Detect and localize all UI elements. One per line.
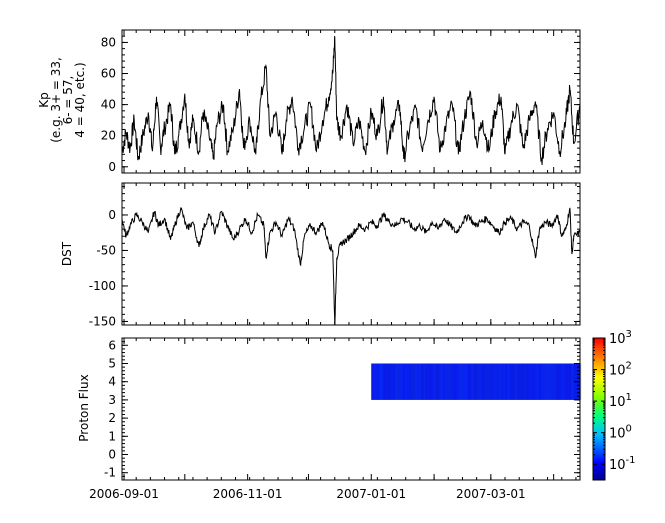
y-tick-label: -150 [89, 314, 116, 328]
kp-ylabel-line-2: (e.g. 3+ = 33, [49, 57, 63, 143]
y-tick-label: 5 [108, 356, 116, 370]
panel-frame [121, 29, 581, 174]
y-tick-label: -100 [89, 279, 116, 293]
proton-flux-panel: Proton Flux -1 0 1 2 3 4 5 6 2006-09-01 2006-11-… [77, 337, 582, 501]
colorbar: 10-1 100 101 102 103 [592, 329, 636, 481]
y-tick-label: 20 [101, 129, 116, 143]
y-tick-label: 1 [108, 429, 116, 443]
proton-flux-ylabel: Proton Flux [77, 374, 91, 441]
kp-ylabel-line-1: Kp [37, 92, 51, 108]
colorbar-tick-label: 10-1 [609, 455, 636, 473]
y-tick-label: -50 [96, 243, 116, 257]
x-tick-label: 2007-01-01 [336, 487, 406, 501]
dst-ylabel: DST [60, 241, 74, 266]
kp-ylabel: Kp (e.g. 3+ = 33, 6- = 57, 4 = 40, etc.) [37, 57, 87, 143]
y-tick-label: 0 [108, 208, 116, 222]
panel-frame [121, 337, 581, 481]
colorbar-tick-label: 103 [609, 329, 632, 347]
dst-series-line [121, 207, 581, 326]
y-tick-label: -1 [104, 466, 116, 480]
panel-frame [121, 182, 581, 326]
y-tick-label: 0 [108, 160, 116, 174]
colorbar-tick-label: 102 [609, 361, 632, 379]
x-tick-label: 2006-11-01 [213, 487, 283, 501]
x-tick-label: 2006-09-01 [89, 487, 159, 501]
colorbar-tick-label: 101 [609, 392, 632, 410]
y-tick-label: 40 [101, 98, 116, 112]
kp-ylabel-line-4: 4 = 40, etc.) [73, 62, 87, 137]
kp-ylabel-line-3: 6- = 57, [61, 76, 75, 125]
y-tick-label: 2 [108, 411, 116, 425]
proton-flux-heatmap-cells [371, 363, 580, 400]
kp-series-line [121, 36, 581, 165]
y-tick-label: 3 [108, 393, 116, 407]
dst-panel: DST -150 -100 -50 0 [60, 182, 581, 328]
colorbar-tick-label: 100 [609, 424, 632, 442]
y-tick-label: 4 [108, 375, 116, 389]
y-tick-label: 0 [108, 448, 116, 462]
y-tick-label: 80 [101, 35, 116, 49]
y-tick-label: 6 [108, 338, 116, 352]
colorbar-gradient [592, 337, 606, 481]
x-tick-label: 2007-03-01 [456, 487, 526, 501]
y-tick-label: 60 [101, 67, 116, 81]
kp-panel: Kp (e.g. 3+ = 33, 6- = 57, 4 = 40, etc.)… [37, 29, 581, 174]
